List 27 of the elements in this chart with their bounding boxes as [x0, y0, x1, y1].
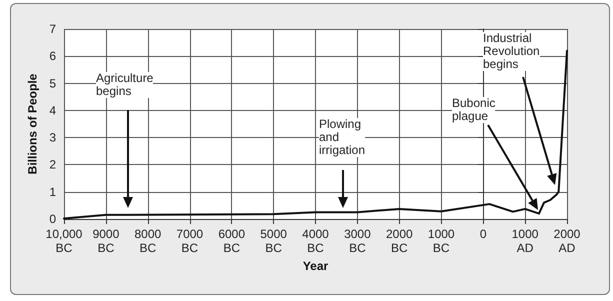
annotation: Industrial Revolution begins [483, 31, 540, 71]
x-tick-label: 10,000 BC [46, 227, 83, 255]
x-tick-label: 0 [480, 227, 487, 241]
annotation: Agriculture begins [96, 71, 154, 98]
y-tick-label: 2 [49, 158, 56, 172]
x-tick-label: 6000 BC [218, 227, 246, 255]
x-tick-label: 9000 BC [92, 227, 120, 255]
y-tick-label: 6 [49, 49, 56, 64]
y-tick-label: 5 [49, 76, 56, 90]
y-tick-label: 7 [49, 22, 56, 36]
x-tick-label: 5000 BC [260, 227, 288, 255]
y-tick-label: 3 [49, 130, 56, 145]
x-tick-label: 2000 BC [386, 227, 414, 255]
x-tick-label: 7000 BC [176, 227, 204, 255]
x-tick-label: 3000 BC [344, 227, 372, 255]
y-tick-label: 4 [49, 103, 56, 118]
x-tick-label: 1000 AD [512, 227, 539, 255]
y-axis-title: Billions of People [25, 73, 40, 174]
x-tick-label: 4000 BC [302, 227, 330, 255]
x-axis-title: Year [302, 258, 329, 273]
y-tick-label: 1 [49, 184, 56, 199]
x-tick-label: 1000 BC [428, 227, 455, 255]
annotation: Bubonic plague [452, 96, 496, 123]
x-tick-label: 2000 AD [554, 227, 581, 255]
y-tick-label: 0 [49, 212, 56, 226]
annotation: Plowing and irrigation [319, 117, 366, 157]
x-tick-label: 8000 BC [134, 227, 162, 255]
